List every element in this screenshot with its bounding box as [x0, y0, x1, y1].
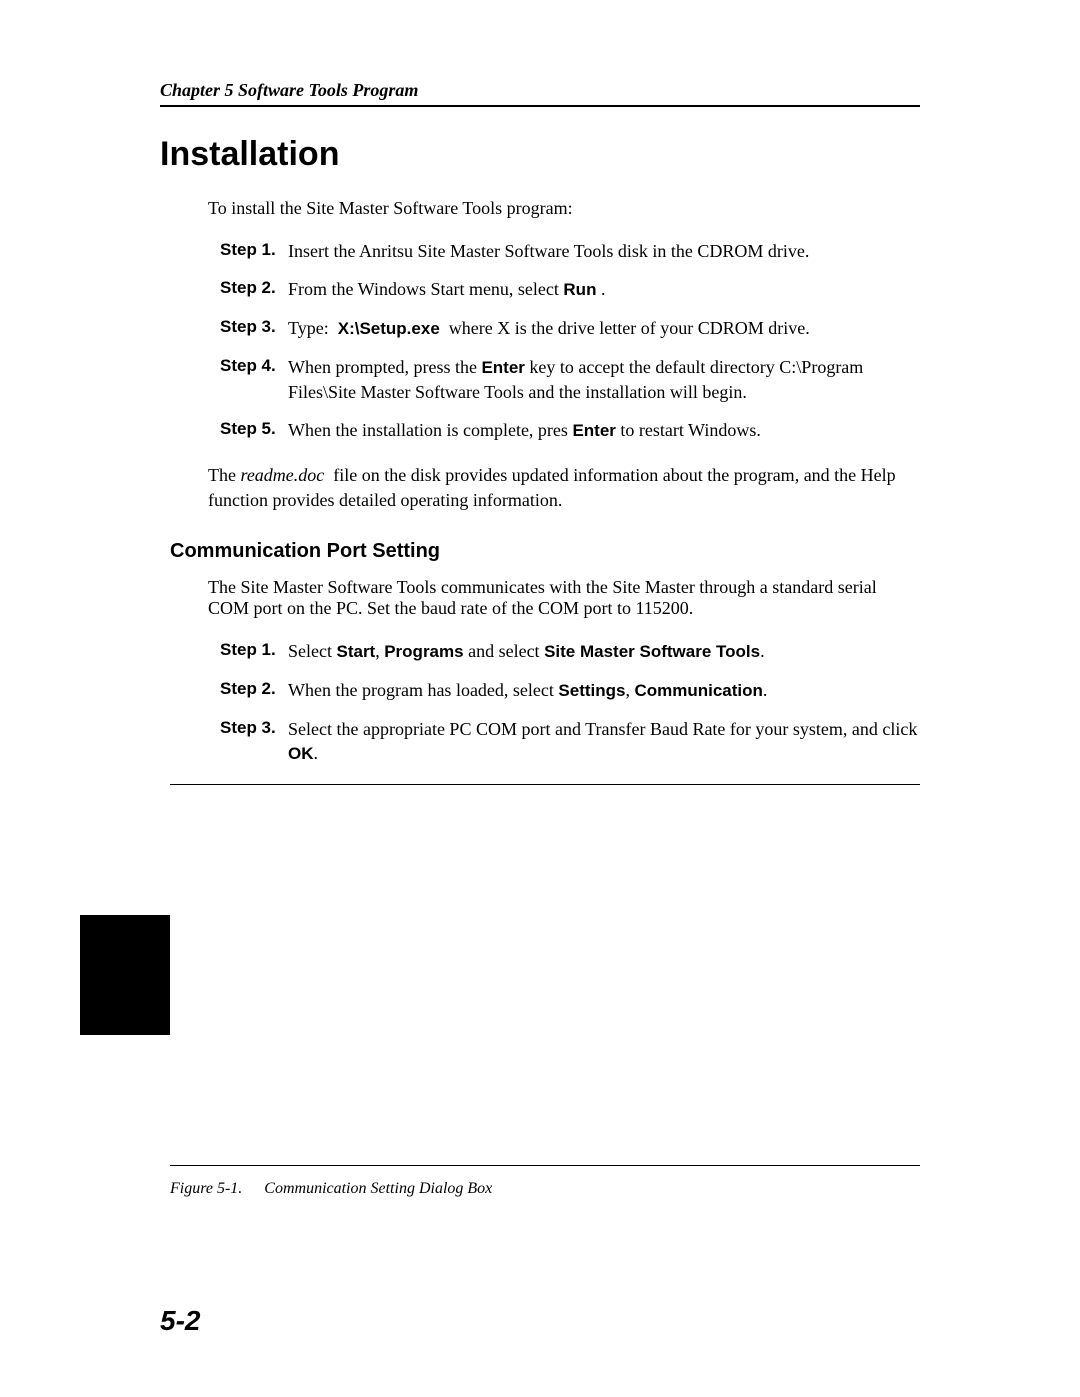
- step-label: Step 3.: [220, 717, 288, 766]
- step-label: Step 5.: [220, 418, 288, 443]
- step-text: When the installation is complete, pres …: [288, 418, 920, 443]
- install-intro: To install the Site Master Software Tool…: [208, 198, 920, 219]
- step-row: Step 1.Select Start, Programs and select…: [220, 639, 920, 664]
- step-row: Step 1.Insert the Anritsu Site Master So…: [220, 239, 920, 263]
- page-number: 5-2: [160, 1305, 200, 1337]
- figure-placeholder: [170, 785, 920, 1165]
- step-row: Step 5.When the installation is complete…: [220, 418, 920, 443]
- step-text: Select the appropriate PC COM port and T…: [288, 717, 920, 766]
- section-title: Installation: [160, 135, 920, 174]
- step-row: Step 2.When the program has loaded, sele…: [220, 678, 920, 703]
- figure-number: Figure 5-1.: [170, 1180, 242, 1197]
- step-row: Step 3.Type: X:\Setup.exe where X is the…: [220, 316, 920, 341]
- subsection-title: Communication Port Setting: [170, 540, 920, 563]
- step-label: Step 4.: [220, 355, 288, 404]
- step-text: Type: X:\Setup.exe where X is the drive …: [288, 316, 920, 341]
- step-label: Step 2.: [220, 277, 288, 302]
- step-text: Select Start, Programs and select Site M…: [288, 639, 920, 664]
- step-text: When prompted, press the Enter key to ac…: [288, 355, 920, 404]
- readme-note: The readme.doc file on the disk provides…: [208, 463, 920, 512]
- step-label: Step 2.: [220, 678, 288, 703]
- step-label: Step 1.: [220, 239, 288, 263]
- figure-caption-text: Communication Setting Dialog Box: [264, 1180, 492, 1197]
- figure-area: Figure 5-1. Communication Setting Dialog…: [170, 784, 920, 1198]
- step-text: From the Windows Start menu, select Run …: [288, 277, 920, 302]
- step-text: Insert the Anritsu Site Master Software …: [288, 239, 920, 263]
- figure-divider-bottom: [170, 1165, 920, 1166]
- step-text: When the program has loaded, select Sett…: [288, 678, 920, 703]
- page-tab: [80, 915, 170, 1035]
- step-label: Step 3.: [220, 316, 288, 341]
- step-row: Step 4.When prompted, press the Enter ke…: [220, 355, 920, 404]
- step-row: Step 3.Select the appropriate PC COM por…: [220, 717, 920, 766]
- step-label: Step 1.: [220, 639, 288, 664]
- figure-caption: Figure 5-1. Communication Setting Dialog…: [170, 1180, 920, 1198]
- comm-steps: Step 1.Select Start, Programs and select…: [220, 639, 920, 766]
- comm-intro: The Site Master Software Tools communica…: [208, 577, 920, 619]
- install-steps: Step 1.Insert the Anritsu Site Master So…: [220, 239, 920, 443]
- step-row: Step 2.From the Windows Start menu, sele…: [220, 277, 920, 302]
- chapter-header: Chapter 5 Software Tools Program: [160, 80, 920, 107]
